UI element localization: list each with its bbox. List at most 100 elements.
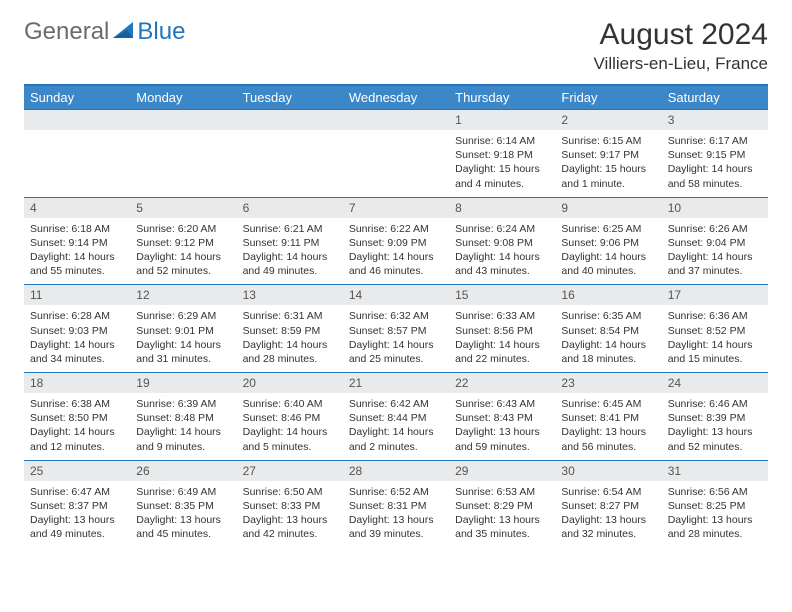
- daylight-line: Daylight: 14 hours and 2 minutes.: [349, 425, 443, 453]
- day-cell: 26Sunrise: 6:49 AMSunset: 8:35 PMDayligh…: [130, 460, 236, 547]
- day-cell: [343, 110, 449, 198]
- sunrise-line: Sunrise: 6:47 AM: [30, 485, 124, 499]
- month-title: August 2024: [594, 18, 768, 52]
- sunset-line: Sunset: 8:41 PM: [561, 411, 655, 425]
- empty-day: [24, 110, 130, 130]
- sunrise-line: Sunrise: 6:36 AM: [668, 309, 762, 323]
- day-cell: 23Sunrise: 6:45 AMSunset: 8:41 PMDayligh…: [555, 373, 661, 461]
- sunset-line: Sunset: 9:12 PM: [136, 236, 230, 250]
- calendar-table: SundayMondayTuesdayWednesdayThursdayFrid…: [24, 84, 768, 547]
- sunrise-line: Sunrise: 6:15 AM: [561, 134, 655, 148]
- day-cell: [237, 110, 343, 198]
- sunrise-line: Sunrise: 6:24 AM: [455, 222, 549, 236]
- day-details: Sunrise: 6:33 AMSunset: 8:56 PMDaylight:…: [449, 305, 555, 372]
- sunrise-line: Sunrise: 6:53 AM: [455, 485, 549, 499]
- day-details: Sunrise: 6:53 AMSunset: 8:29 PMDaylight:…: [449, 481, 555, 548]
- day-details: Sunrise: 6:38 AMSunset: 8:50 PMDaylight:…: [24, 393, 130, 460]
- day-number: 12: [130, 285, 236, 305]
- day-cell: 3Sunrise: 6:17 AMSunset: 9:15 PMDaylight…: [662, 110, 768, 198]
- day-cell: 7Sunrise: 6:22 AMSunset: 9:09 PMDaylight…: [343, 197, 449, 285]
- day-number: 22: [449, 373, 555, 393]
- daylight-line: Daylight: 13 hours and 32 minutes.: [561, 513, 655, 541]
- day-cell: 13Sunrise: 6:31 AMSunset: 8:59 PMDayligh…: [237, 285, 343, 373]
- sunrise-line: Sunrise: 6:18 AM: [30, 222, 124, 236]
- sunrise-line: Sunrise: 6:33 AM: [455, 309, 549, 323]
- logo: General Blue: [24, 18, 185, 46]
- sunset-line: Sunset: 8:43 PM: [455, 411, 549, 425]
- logo-triangle-icon: [113, 20, 135, 45]
- sunset-line: Sunset: 8:46 PM: [243, 411, 337, 425]
- sunset-line: Sunset: 9:01 PM: [136, 324, 230, 338]
- sunset-line: Sunset: 8:33 PM: [243, 499, 337, 513]
- week-row: 1Sunrise: 6:14 AMSunset: 9:18 PMDaylight…: [24, 110, 768, 198]
- sunset-line: Sunset: 8:50 PM: [30, 411, 124, 425]
- sunset-line: Sunset: 8:39 PM: [668, 411, 762, 425]
- sunrise-line: Sunrise: 6:20 AM: [136, 222, 230, 236]
- sunset-line: Sunset: 9:03 PM: [30, 324, 124, 338]
- sunrise-line: Sunrise: 6:46 AM: [668, 397, 762, 411]
- sunrise-line: Sunrise: 6:40 AM: [243, 397, 337, 411]
- sunset-line: Sunset: 9:08 PM: [455, 236, 549, 250]
- day-cell: 9Sunrise: 6:25 AMSunset: 9:06 PMDaylight…: [555, 197, 661, 285]
- daylight-line: Daylight: 14 hours and 58 minutes.: [668, 162, 762, 190]
- sunrise-line: Sunrise: 6:39 AM: [136, 397, 230, 411]
- empty-day: [343, 110, 449, 130]
- sunset-line: Sunset: 8:29 PM: [455, 499, 549, 513]
- sunrise-line: Sunrise: 6:50 AM: [243, 485, 337, 499]
- sunrise-line: Sunrise: 6:21 AM: [243, 222, 337, 236]
- sunset-line: Sunset: 9:14 PM: [30, 236, 124, 250]
- day-number: 11: [24, 285, 130, 305]
- daylight-line: Daylight: 14 hours and 12 minutes.: [30, 425, 124, 453]
- sunrise-line: Sunrise: 6:31 AM: [243, 309, 337, 323]
- day-details: Sunrise: 6:36 AMSunset: 8:52 PMDaylight:…: [662, 305, 768, 372]
- day-header: Tuesday: [237, 85, 343, 110]
- day-cell: [130, 110, 236, 198]
- sunset-line: Sunset: 9:17 PM: [561, 148, 655, 162]
- sunrise-line: Sunrise: 6:54 AM: [561, 485, 655, 499]
- day-number: 24: [662, 373, 768, 393]
- sunrise-line: Sunrise: 6:25 AM: [561, 222, 655, 236]
- day-cell: 12Sunrise: 6:29 AMSunset: 9:01 PMDayligh…: [130, 285, 236, 373]
- day-details: Sunrise: 6:54 AMSunset: 8:27 PMDaylight:…: [555, 481, 661, 548]
- day-number: 14: [343, 285, 449, 305]
- sunset-line: Sunset: 8:54 PM: [561, 324, 655, 338]
- empty-day: [130, 110, 236, 130]
- daylight-line: Daylight: 13 hours and 28 minutes.: [668, 513, 762, 541]
- daylight-line: Daylight: 15 hours and 4 minutes.: [455, 162, 549, 190]
- day-cell: 28Sunrise: 6:52 AMSunset: 8:31 PMDayligh…: [343, 460, 449, 547]
- sunrise-line: Sunrise: 6:56 AM: [668, 485, 762, 499]
- sunset-line: Sunset: 8:52 PM: [668, 324, 762, 338]
- day-number: 3: [662, 110, 768, 130]
- day-cell: 14Sunrise: 6:32 AMSunset: 8:57 PMDayligh…: [343, 285, 449, 373]
- sunset-line: Sunset: 8:25 PM: [668, 499, 762, 513]
- sunrise-line: Sunrise: 6:17 AM: [668, 134, 762, 148]
- day-number: 29: [449, 461, 555, 481]
- day-cell: 17Sunrise: 6:36 AMSunset: 8:52 PMDayligh…: [662, 285, 768, 373]
- day-cell: 4Sunrise: 6:18 AMSunset: 9:14 PMDaylight…: [24, 197, 130, 285]
- sunrise-line: Sunrise: 6:29 AM: [136, 309, 230, 323]
- logo-text-general: General: [24, 18, 109, 46]
- day-number: 7: [343, 198, 449, 218]
- sunrise-line: Sunrise: 6:42 AM: [349, 397, 443, 411]
- sunset-line: Sunset: 8:27 PM: [561, 499, 655, 513]
- sunrise-line: Sunrise: 6:43 AM: [455, 397, 549, 411]
- sunset-line: Sunset: 9:04 PM: [668, 236, 762, 250]
- sunset-line: Sunset: 8:37 PM: [30, 499, 124, 513]
- day-cell: 8Sunrise: 6:24 AMSunset: 9:08 PMDaylight…: [449, 197, 555, 285]
- day-details: Sunrise: 6:40 AMSunset: 8:46 PMDaylight:…: [237, 393, 343, 460]
- day-details: Sunrise: 6:26 AMSunset: 9:04 PMDaylight:…: [662, 218, 768, 285]
- daylight-line: Daylight: 14 hours and 55 minutes.: [30, 250, 124, 278]
- day-cell: 19Sunrise: 6:39 AMSunset: 8:48 PMDayligh…: [130, 373, 236, 461]
- day-cell: 27Sunrise: 6:50 AMSunset: 8:33 PMDayligh…: [237, 460, 343, 547]
- sunrise-line: Sunrise: 6:26 AM: [668, 222, 762, 236]
- sunset-line: Sunset: 8:59 PM: [243, 324, 337, 338]
- daylight-line: Daylight: 14 hours and 46 minutes.: [349, 250, 443, 278]
- day-cell: 31Sunrise: 6:56 AMSunset: 8:25 PMDayligh…: [662, 460, 768, 547]
- day-number: 17: [662, 285, 768, 305]
- day-details: Sunrise: 6:49 AMSunset: 8:35 PMDaylight:…: [130, 481, 236, 548]
- daylight-line: Daylight: 14 hours and 40 minutes.: [561, 250, 655, 278]
- day-details: Sunrise: 6:46 AMSunset: 8:39 PMDaylight:…: [662, 393, 768, 460]
- sunset-line: Sunset: 8:31 PM: [349, 499, 443, 513]
- day-details: Sunrise: 6:47 AMSunset: 8:37 PMDaylight:…: [24, 481, 130, 548]
- daylight-line: Daylight: 14 hours and 43 minutes.: [455, 250, 549, 278]
